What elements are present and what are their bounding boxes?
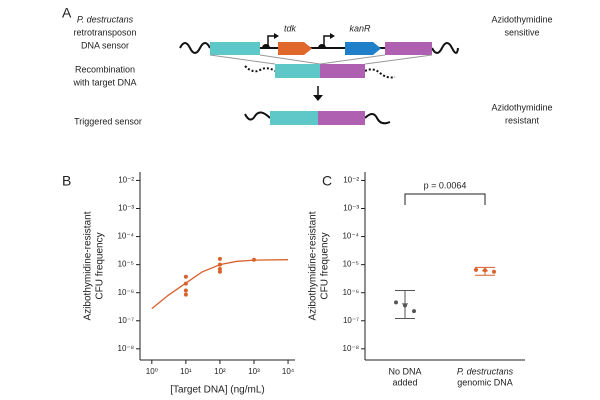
homology-left (210, 42, 260, 55)
y-axis-label: CFU frequency (95, 232, 106, 299)
target-left (275, 64, 320, 78)
y-tick-label: 10⁻⁷ (118, 316, 134, 325)
x-tick-label: 10¹ (180, 367, 192, 376)
y-tick-label: 10⁻⁵ (118, 260, 134, 269)
recombination-label: with target DNA (72, 77, 136, 87)
data-point (183, 281, 188, 286)
sensitive-label: Azidothymidine (491, 14, 552, 24)
y-tick-label: 10⁻⁶ (343, 288, 359, 297)
data-point (251, 257, 256, 262)
resistant-label: resistant (505, 115, 540, 125)
data-point (217, 269, 222, 274)
sensitive-label: sensitive (504, 27, 539, 37)
promoter (323, 35, 332, 48)
significance-bracket (404, 193, 486, 205)
data-point (183, 292, 188, 297)
y-tick-label: 10⁻⁵ (343, 260, 359, 269)
p-value: p = 0.0064 (424, 180, 467, 190)
terminator (318, 44, 326, 48)
y-axis-label: Azibothymidine-resistant (308, 211, 319, 320)
promoter-arrow (274, 33, 279, 39)
y-tick-label: 10⁻² (343, 176, 359, 185)
x-axis-label: [Target DNA] (ng/mL) (170, 385, 264, 396)
terminator (262, 44, 270, 48)
panel-label: C (322, 173, 332, 189)
dna-strand (244, 111, 271, 121)
data-point (483, 268, 487, 273)
data-point (217, 262, 222, 267)
x-tick-label: P. destructans (457, 366, 514, 376)
sensor-label: P. destructans (77, 14, 134, 24)
y-tick-label: 10⁻⁴ (342, 232, 359, 241)
target-dna (244, 65, 276, 73)
data-point (474, 267, 478, 272)
panel-label: B (62, 173, 71, 189)
target-dna (364, 68, 396, 79)
y-tick-label: 10⁻⁸ (343, 344, 360, 353)
crossover-line (319, 54, 386, 65)
data-point (183, 288, 188, 293)
data-point (394, 300, 398, 305)
data-point (412, 309, 416, 314)
y-tick-label: 10⁻⁴ (117, 232, 134, 241)
x-tick-label: 10³ (248, 367, 260, 376)
data-point (492, 269, 496, 274)
y-tick-label: 10⁻³ (118, 204, 134, 213)
gene-label: tdk (284, 23, 297, 33)
y-tick-label: 10⁻⁷ (343, 316, 359, 325)
x-tick-label: No DNA (388, 366, 421, 376)
panel-label: A (62, 5, 72, 21)
dna-strand (431, 42, 459, 54)
promoter (267, 35, 276, 48)
fit-curve (151, 259, 289, 310)
crossover-line (209, 54, 276, 65)
diagram (179, 33, 459, 125)
gene-label: kanR (349, 23, 371, 33)
x-tick-label: 10² (214, 367, 226, 376)
gene-kanr (345, 42, 381, 55)
resistant-label: Azidothymidine (491, 102, 552, 112)
data-point (217, 256, 222, 261)
homology-right (385, 42, 432, 55)
sensor-label: DNA sensor (81, 40, 129, 50)
sensor-label: retrotransposon (73, 27, 136, 37)
triggered-right (318, 111, 365, 125)
y-axis-label: Azibothymidine-resistant (83, 211, 94, 320)
x-tick-label: 10⁰ (146, 367, 158, 376)
y-tick-label: 10⁻³ (343, 204, 359, 213)
crossover-line (259, 54, 321, 65)
y-tick-label: 10⁻⁶ (118, 288, 134, 297)
y-tick-label: 10⁻² (118, 176, 134, 185)
x-tick-label: added (392, 377, 417, 387)
promoter-arrow (330, 33, 335, 39)
dna-strand (364, 113, 391, 125)
y-tick-label: 10⁻⁸ (118, 344, 135, 353)
crossover-line (364, 54, 433, 65)
dna-strand (179, 42, 211, 54)
recombination-label: Recombination (75, 64, 135, 74)
arrow-head (313, 95, 323, 101)
target-right (320, 64, 365, 78)
gene-tdk (278, 42, 312, 55)
x-tick-label: 10⁴ (282, 367, 295, 376)
triggered-left (270, 111, 318, 125)
data-point (183, 274, 188, 279)
y-axis-label: CFU frequency (320, 232, 331, 299)
x-tick-label: genomic DNA (457, 377, 513, 387)
data-point (403, 303, 407, 308)
triggered-label: Triggered sensor (74, 116, 142, 126)
